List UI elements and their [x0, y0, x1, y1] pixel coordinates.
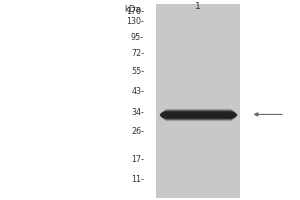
Text: 95-: 95- [131, 32, 144, 42]
Text: 43-: 43- [131, 86, 144, 96]
Text: 34-: 34- [131, 108, 144, 117]
Text: 26-: 26- [131, 127, 144, 136]
Text: kDa: kDa [124, 5, 141, 14]
Text: 55-: 55- [131, 66, 144, 75]
Text: 170-: 170- [126, 6, 144, 16]
Text: 130-: 130- [126, 17, 144, 25]
Text: 17-: 17- [131, 154, 144, 164]
Text: 1: 1 [195, 2, 201, 11]
Text: 11-: 11- [131, 174, 144, 184]
Bar [156, 4, 240, 198]
Text: 72-: 72- [131, 49, 144, 58]
